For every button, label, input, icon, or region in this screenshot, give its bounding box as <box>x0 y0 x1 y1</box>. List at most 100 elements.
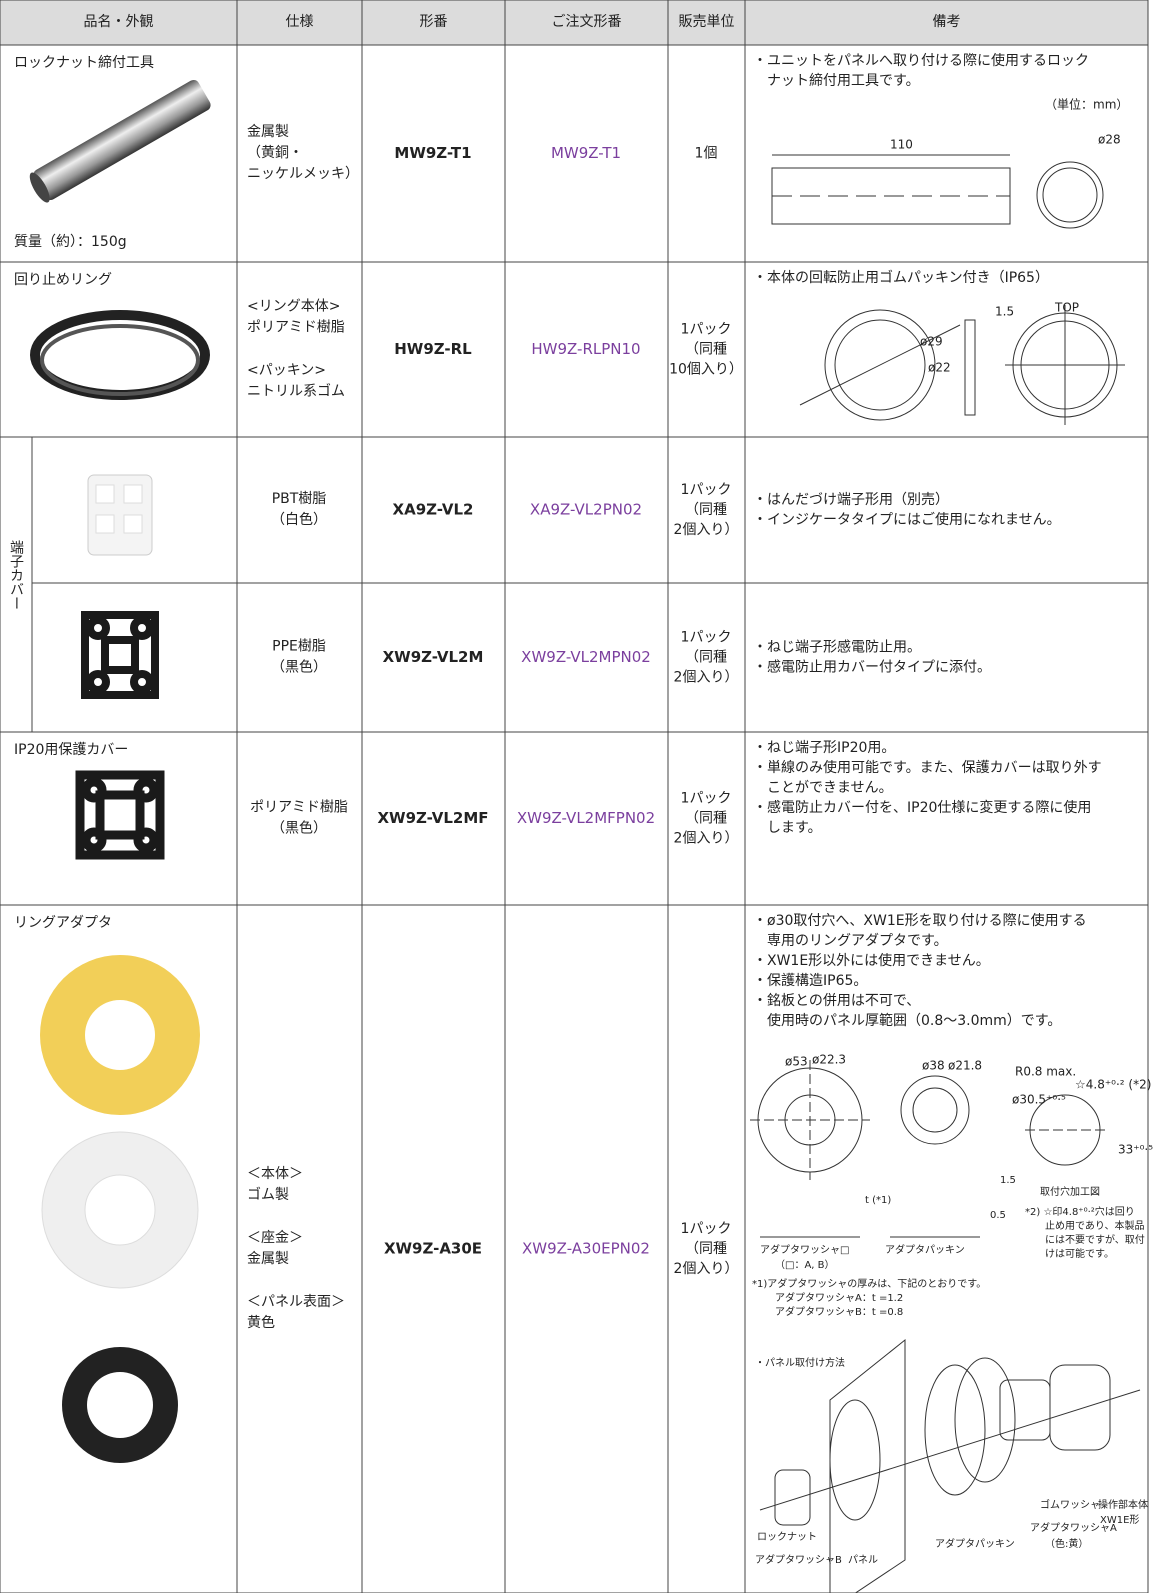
figure-label: *1)アダプタワッシャの厚みは、下記のとおりです。 <box>752 1277 986 1290</box>
remark-line: ・銘板との併用は不可で、 <box>753 993 920 1009</box>
sales-unit: （同種 <box>685 1241 727 1257</box>
remark-line: ・ねじ端子形感電防止用。 <box>753 639 921 656</box>
remark-line: します。 <box>753 820 822 836</box>
product-name: IP20用保護カバー <box>14 742 128 758</box>
figure-label: R0.8 max. <box>1015 1065 1076 1079</box>
figure-label: 1.5 <box>995 305 1014 319</box>
remark-line: ・ø30取付穴へ、XW1E形を取り付ける際に使用する <box>753 912 1087 929</box>
figure-label: 取付穴加工図 <box>1040 1185 1100 1198</box>
header-cell: 品名・外観 <box>84 13 154 30</box>
remark-line: ・ユニットをパネルへ取り付ける際に使用するロック <box>753 52 1089 69</box>
spec-line: PBT樹脂 <box>272 491 327 507</box>
figure-label: ø21.8 <box>948 1059 982 1073</box>
spec-line: （黄銅・ <box>247 144 303 161</box>
remark-line: 使用時のパネル厚範囲（0.8〜3.0mm）です。 <box>753 1012 1061 1029</box>
remark-line: ことができません。 <box>753 780 893 796</box>
spec-line: （黒色） <box>271 659 327 676</box>
remark-line: ・インジケータタイプにはご使用になれません。 <box>753 511 1061 528</box>
model-number: XW9Z-VL2M <box>383 648 484 666</box>
remark-line: ・保護構造IP65。 <box>753 973 867 989</box>
figure-label: ø53 <box>785 1055 808 1069</box>
spec-line: ポリアミド樹脂 <box>250 800 348 816</box>
figure-label: ø30.5⁺⁰·⁵ <box>1012 1093 1066 1107</box>
remark-line: ・ねじ端子形IP20用。 <box>753 740 895 756</box>
spec-line: ゴム製 <box>247 1186 289 1203</box>
figure-label: には不要ですが、取付 <box>1045 1233 1145 1246</box>
header-cell: 形番 <box>420 14 448 30</box>
figure-label: （色:黄） <box>1045 1537 1088 1550</box>
figure-label: XW1E形 <box>1100 1514 1139 1526</box>
model-number: HW9Z-RL <box>394 340 472 358</box>
spec-line: PPE樹脂 <box>272 639 326 655</box>
product-name: リングアダプタ <box>14 915 112 931</box>
dimension-figures <box>750 154 1141 1593</box>
order-number[interactable]: HW9Z-RLPN10 <box>531 340 640 358</box>
product-images <box>29 79 211 1463</box>
figure-label: けは可能です。 <box>1045 1247 1114 1260</box>
figure-label: （□：A, B） <box>775 1259 835 1271</box>
remark-line: ・本体の回転防止用ゴムパッキン付き（IP65） <box>753 269 1049 286</box>
model-number: XW9Z-A30E <box>384 1240 482 1258</box>
figure-label: 操作部本体 <box>1098 1498 1148 1511</box>
model-number: XW9Z-VL2MF <box>377 809 488 827</box>
figure-label: パネル <box>848 1554 878 1566</box>
figure-label: ロックナット <box>757 1531 817 1543</box>
figure-label: ø22.3 <box>812 1053 846 1067</box>
remark-line: ・XW1E形以外には使用できません。 <box>753 952 990 969</box>
sales-unit: （同種 <box>685 811 727 827</box>
figure-label: アダプタパッキン <box>935 1537 1015 1550</box>
header-cell: 備考 <box>933 14 961 30</box>
sales-unit: 1パック <box>681 791 732 807</box>
order-number[interactable]: MW9Z-T1 <box>551 144 621 162</box>
spec-line: <リング本体> <box>247 299 340 315</box>
sales-unit: 2個入り） <box>674 1261 739 1277</box>
sales-unit: 2個入り） <box>674 522 739 538</box>
order-number[interactable]: XW9Z-A30EPN02 <box>522 1240 650 1258</box>
order-number[interactable]: XA9Z-VL2PN02 <box>530 501 642 519</box>
spec-line: ポリアミド樹脂 <box>247 320 345 336</box>
sales-unit: 1個 <box>695 146 718 162</box>
sales-unit: （同種 <box>685 650 727 666</box>
header-cell: 販売単位 <box>679 14 735 30</box>
sales-unit: 1パック <box>681 630 732 646</box>
figure-label: 33⁺⁰·⁵ <box>1118 1143 1153 1157</box>
spec-line: ＜本体＞ <box>247 1166 303 1182</box>
sales-unit: 2個入り） <box>674 670 739 686</box>
remark-line: ・感電防止用カバー付タイプに添付。 <box>753 659 991 676</box>
figure-label: TOP <box>1054 301 1079 315</box>
sales-unit: （同種 <box>685 342 727 358</box>
remark-line: ・感電防止カバー付を、IP20仕様に変更する際に使用 <box>753 799 1091 816</box>
figure-label: 0.5 <box>990 1210 1006 1221</box>
product-name: ロックナット締付工具 <box>14 54 154 71</box>
model-number: MW9Z-T1 <box>394 144 471 162</box>
figure-label: 1.5 <box>1000 1175 1016 1186</box>
remark-line: ナット締付用工具です。 <box>753 72 920 89</box>
spec-line: （白色） <box>271 511 327 528</box>
figure-label: アダプタワッシャA <box>1030 1521 1117 1534</box>
model-number: XA9Z-VL2 <box>393 501 474 519</box>
order-number[interactable]: XW9Z-VL2MFPN02 <box>517 809 655 827</box>
group-label: 端子カバー <box>8 540 24 610</box>
spec-line: 黄色 <box>247 1314 275 1331</box>
product-note: 質量（約）：150g <box>14 234 127 250</box>
figure-label: 110 <box>890 138 913 152</box>
spec-line: ニトリル系ゴム <box>247 383 345 400</box>
sales-unit: 2個入り） <box>674 831 739 847</box>
figure-label: ø22 <box>928 361 951 375</box>
spec-line: ニッケルメッキ） <box>247 166 359 182</box>
spec-line: 金属製 <box>247 1251 289 1267</box>
spec-line: 金属製 <box>247 124 289 140</box>
sales-unit: 10個入り） <box>669 362 743 378</box>
header-cell: ご注文形番 <box>552 14 622 30</box>
figure-label: ・パネル取付け方法 <box>755 1356 845 1369</box>
sales-unit: 1パック <box>681 322 732 338</box>
figure-label: アダプタワッシャB：t =0.8 <box>775 1305 903 1318</box>
spec-line: <パッキン> <box>247 363 326 379</box>
figure-label: t (*1) <box>865 1195 891 1206</box>
sales-unit: 1パック <box>681 482 732 498</box>
spec-line: ＜座金＞ <box>247 1230 303 1246</box>
order-number[interactable]: XW9Z-VL2MPN02 <box>521 648 651 666</box>
figure-label: アダプタワッシャ□ <box>760 1243 849 1256</box>
